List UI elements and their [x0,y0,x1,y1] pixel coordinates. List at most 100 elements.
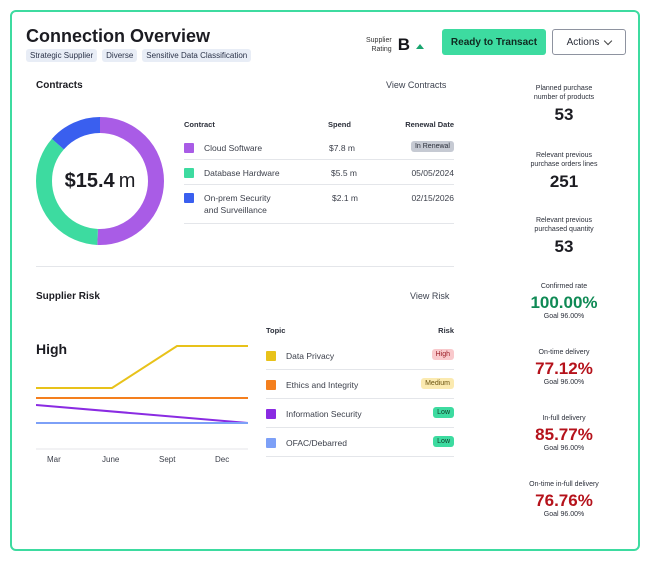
tag-sensitive-data: Sensitive Data Classification [142,49,252,62]
risk-color-swatch [266,380,276,390]
contract-color-swatch [184,193,194,203]
risk-row[interactable]: Information Security Low [266,399,454,428]
spend-donut-chart [36,117,164,245]
donut-total-unit: m [118,169,136,192]
donut-total: $15.4 m [36,117,164,245]
risk-trend-chart [36,345,248,450]
risk-color-swatch [266,351,276,361]
contracts-title: Contracts [36,80,83,91]
metric-goal: Goal 96.00% [543,313,585,320]
metric-on-time-delivery: On-time delivery 77.12% Goal 96.00% [508,348,620,386]
risk-badge-low: Low [433,407,454,418]
supplier-rating-grade: B [397,35,410,54]
metric-prev-quantity: Relevant previous purchased quantity 53 [508,216,620,257]
metric-goal: Goal 96.00% [543,379,585,386]
metric-label: Planned purchase [535,85,593,92]
metric-label-line2: purchased quantity [534,226,594,233]
risk-level: High [36,341,68,357]
view-risk-link[interactable]: View Risk [410,291,450,301]
metric-goal: Goal 96.00% [543,445,585,452]
contract-row[interactable]: On-prem Security and Surveillance $2.1 m… [184,185,454,224]
information-security-line [36,404,248,424]
contract-color-swatch [184,168,194,178]
metric-label: Confirmed rate [540,283,588,290]
actions-dropdown-button[interactable]: Actions [552,29,626,55]
view-contracts-link[interactable]: View Contracts [386,80,447,90]
risk-table-header: Topic Risk [266,326,454,338]
contract-renewal-date: 05/05/2024 [411,168,454,178]
col-risk: Risk [438,326,454,335]
tag-list: Strategic Supplier Diverse Sensitive Dat… [26,49,252,62]
contracts-table-header: Contract Spend Renewal Date [184,120,454,132]
metric-value: 85.77% [535,425,593,444]
supplier-rating-label: Supplier Rating [366,37,392,53]
risk-topic: Data Privacy [286,351,335,361]
metric-label: On-time in-full delivery [529,481,599,488]
contract-spend: $5.5 m [331,168,357,178]
tag-strategic-supplier: Strategic Supplier [26,49,98,62]
metric-label-line2: purchase orders lines [530,161,598,168]
chevron-down-icon [604,36,613,45]
metric-label: On-time delivery [538,349,590,356]
metric-in-full-delivery: In-full delivery 85.77% Goal 96.00% [508,414,620,452]
col-contract: Contract [184,120,215,129]
metric-label: In-full delivery [542,415,586,422]
supplier-rating: Supplier Rating B [366,35,424,55]
contract-name: On-prem Security [204,193,271,203]
donut-segment [36,117,164,245]
contract-name: Database Hardware [204,168,280,178]
metric-prev-order-lines: Relevant previous purchase orders lines … [508,151,620,192]
col-spend: Spend [328,120,351,129]
metric-value: 100.00% [530,293,598,312]
risk-table: Topic Risk Data Privacy High Ethics and … [266,326,454,464]
risk-badge-high: High [431,349,454,360]
metric-value: 53 [554,237,574,256]
col-renewal-date: Renewal Date [405,120,454,129]
section-divider [36,266,454,267]
metric-planned-purchase: Planned purchase number of products 53 [508,84,620,125]
contract-renewal-date: 02/15/2026 [411,193,454,203]
metric-goal: Goal 96.00% [543,511,585,518]
donut-segment [36,117,164,245]
metric-label: Relevant previous [535,152,593,159]
in-renewal-badge: In Renewal [410,141,454,152]
contract-row[interactable]: Cloud Software $7.8 m In Renewal [184,135,454,160]
data-privacy-line [36,345,248,389]
risk-topic: Information Security [286,409,362,419]
tag-diverse: Diverse [102,49,138,62]
donut-total-amount: $15.4 [64,169,115,192]
page-title: Connection Overview [26,26,211,46]
risk-color-swatch [266,438,276,448]
contract-name-line2: and Surveillance [204,205,267,215]
contract-color-swatch [184,143,194,153]
contract-name: Cloud Software [204,143,263,153]
metric-otif-delivery: On-time in-full delivery 76.76% Goal 96.… [508,480,620,518]
connection-overview-card: Connection Overview Strategic Supplier D… [10,10,640,551]
metric-value: 53 [554,105,574,124]
x-tick-sept: Sept [159,455,176,464]
risk-topic: Ethics and Integrity [286,380,359,390]
risk-color-swatch [266,409,276,419]
metric-value: 251 [549,172,579,191]
x-tick-june: June [102,455,120,464]
metric-confirmed-rate: Confirmed rate 100.00% Goal 96.00% [508,282,620,320]
trend-up-icon [415,43,424,49]
col-topic: Topic [266,326,286,335]
metric-label-line2: number of products [533,94,595,101]
risk-row[interactable]: OFAC/Debarred Low [266,428,454,457]
metric-value: 76.76% [535,491,593,510]
contract-spend: $7.8 m [329,143,355,153]
ready-to-transact-button[interactable]: Ready to Transact [442,29,546,55]
risk-badge-medium: Medium [421,378,454,389]
contract-row[interactable]: Database Hardware $5.5 m 05/05/2024 [184,160,454,185]
risk-row[interactable]: Data Privacy High [266,341,454,370]
risk-row[interactable]: Ethics and Integrity Medium [266,370,454,399]
metric-label: Relevant previous [535,217,593,224]
risk-badge-low: Low [433,436,454,447]
risk-topic: OFAC/Debarred [286,438,347,448]
actions-label: Actions [566,36,600,48]
metric-value: 77.12% [535,359,593,378]
contract-spend: $2.1 m [332,193,358,203]
contracts-table: Contract Spend Renewal Date Cloud Softwa… [184,120,454,232]
x-tick-mar: Mar [47,455,61,464]
